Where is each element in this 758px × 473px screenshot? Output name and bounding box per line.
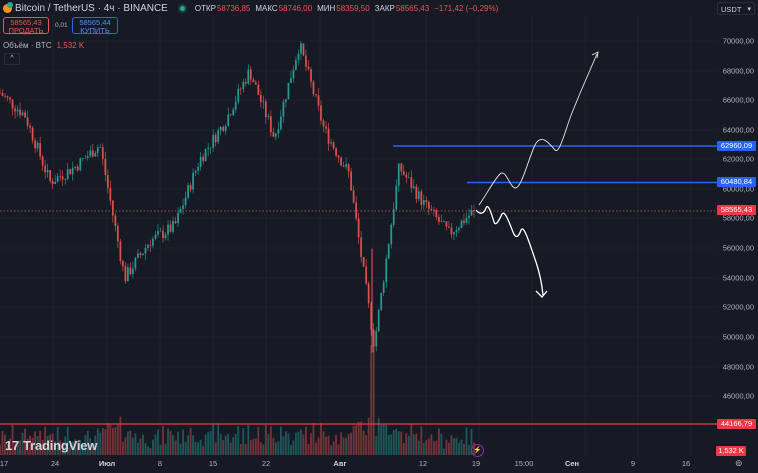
close-value: 58565,43 [395, 3, 430, 13]
close-label: ЗАКР [374, 3, 395, 13]
symbol-title[interactable]: Bitcoin / TetherUS · 4ч · BINANCE [15, 2, 168, 14]
currency-select[interactable]: USDT [717, 2, 755, 16]
price-tick: 54000,00 [722, 273, 754, 283]
price-tick: 60000,00 [722, 184, 754, 194]
tradingview-wordmark: TradingView [23, 438, 98, 453]
buy-price: 58565,44 [79, 18, 111, 27]
bitcoin-logo-icon [3, 1, 13, 13]
price-tick: 52000,00 [722, 302, 754, 312]
time-tick: Июл [98, 459, 116, 468]
high-label: МАКС [255, 3, 278, 13]
volume-axis-label: 1,532 K [716, 446, 746, 456]
price-tick: 66000,00 [722, 95, 754, 105]
price-tick: 68000,00 [722, 66, 754, 76]
time-tick: 15 [208, 459, 218, 468]
time-tick: 9 [630, 459, 636, 468]
open-label: ОТКР [194, 3, 216, 13]
time-tick: 19 [471, 459, 481, 468]
low-value: 58359,50 [336, 3, 370, 13]
volume-bars [0, 345, 475, 455]
bearish-arrowhead-icon [535, 290, 548, 298]
tradingview-mark-icon: 17 [5, 438, 20, 453]
volume-legend-value: 1,532 K [56, 41, 85, 50]
last-price-label: 58565,43 [717, 205, 756, 215]
tradingview-logo[interactable]: 17 TradingView [5, 438, 97, 453]
spread-value: 0,01 [55, 22, 68, 29]
bullish-scenario-arrow [478, 53, 598, 206]
open-value: 58736,85 [216, 3, 251, 13]
price-tick: 48000,00 [722, 362, 754, 372]
buy-button[interactable]: 58565,44 КУПИТЬ [72, 17, 118, 35]
low-label: МИН [317, 3, 336, 13]
time-tick: 16 [681, 459, 691, 468]
time-tick: 17 [0, 459, 9, 468]
change-value: −171,42 (−0,29%) [434, 3, 499, 13]
volume-legend-label: Объём · BTC [3, 41, 52, 50]
time-tick: 8 [157, 459, 163, 468]
market-open-icon [179, 5, 185, 11]
level-label-62960: 62960,09 [717, 141, 756, 151]
time-tick: Авг [333, 459, 347, 468]
price-tick: 46000,00 [722, 391, 754, 401]
sell-price: 58565,43 [10, 18, 42, 27]
candlesticks [0, 41, 475, 353]
support-label-44166: 44166,79 [717, 419, 756, 429]
sell-label: ПРОДАТЬ [8, 26, 44, 35]
time-tick: Сен [564, 459, 580, 468]
sell-button[interactable]: 58565,43 ПРОДАТЬ [3, 17, 49, 35]
volume-legend: Объём · BTC 1,532 K [3, 41, 84, 50]
bearish-scenario-arrow [475, 206, 544, 296]
high-value: 58746,00 [278, 3, 313, 13]
price-tick: 64000,00 [722, 125, 754, 135]
time-tick: 12 [418, 459, 428, 468]
time-tick: 24 [50, 459, 60, 468]
collapse-legend-button[interactable]: ^ [4, 53, 20, 65]
bullish-arrowhead-icon [591, 51, 599, 59]
chart-grid [0, 15, 717, 455]
level-label-60480: 60480,84 [717, 177, 756, 187]
lightning-icon[interactable]: ⚡ [471, 444, 484, 457]
settings-gear-icon[interactable]: ⊚ [735, 458, 743, 468]
price-tick: 50000,00 [722, 332, 754, 342]
price-tick: 62000,00 [722, 154, 754, 164]
price-tick: 58000,00 [722, 213, 754, 223]
price-tick: 70000,00 [722, 36, 754, 46]
price-tick: 56000,00 [722, 243, 754, 253]
symbol-header: Bitcoin / TetherUS · 4ч · BINANCE ОТКР 58… [3, 1, 503, 15]
buy-label: КУПИТЬ [80, 26, 110, 35]
time-tick: 15:00 [514, 459, 534, 468]
time-tick: 22 [261, 459, 271, 468]
